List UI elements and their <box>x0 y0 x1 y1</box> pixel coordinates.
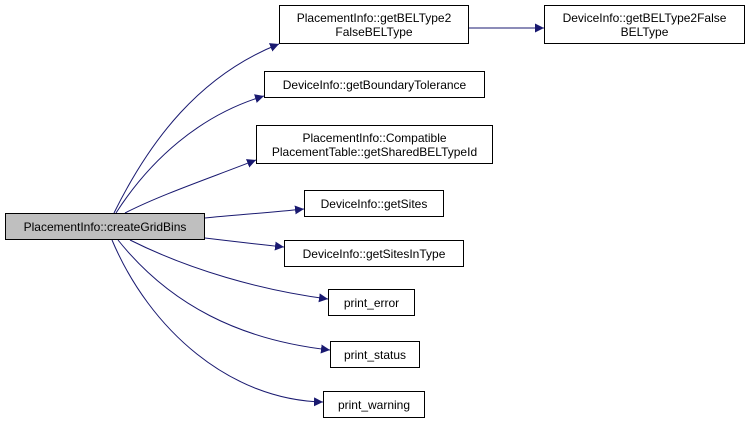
edge-root-to-n8 <box>117 239 331 354</box>
node-get-bel-type2-false-bel-type[interactable]: PlacementInfo::getBELType2 FalseBELType <box>279 5 469 44</box>
node-label: DeviceInfo::getSites <box>320 196 428 211</box>
node-get-shared-bel-type-id[interactable]: PlacementInfo::Compatible PlacementTable… <box>256 125 493 164</box>
node-label: print_warning <box>337 397 411 412</box>
node-label: print_error <box>343 295 400 310</box>
edge-root-to-n1 <box>113 43 280 214</box>
edge-root-to-n6 <box>204 237 285 251</box>
node-label-line: PlacementTable::getSharedBELTypeId <box>271 144 478 159</box>
node-label: print_status <box>343 347 407 362</box>
node-create-grid-bins[interactable]: PlacementInfo::createGridBins <box>5 213 205 240</box>
node-get-boundary-tolerance[interactable]: DeviceInfo::getBoundaryTolerance <box>264 71 485 98</box>
node-label-line: PlacementInfo::getBELType2 <box>296 10 452 25</box>
edge-root-to-n3 <box>115 94 265 214</box>
node-print-error[interactable]: print_error <box>328 289 415 316</box>
edge-root-to-n7 <box>129 239 329 303</box>
edge-root-to-n4 <box>124 159 257 214</box>
edge-root-to-n9 <box>111 239 324 407</box>
node-label-line: FalseBELType <box>335 24 413 39</box>
node-label-line: DeviceInfo::getBELType2False <box>562 10 727 25</box>
node-get-sites[interactable]: DeviceInfo::getSites <box>304 190 444 217</box>
node-label-line: PlacementInfo::Compatible <box>302 130 447 145</box>
edge-root-to-n5 <box>204 205 305 219</box>
node-print-status[interactable]: print_status <box>330 341 420 368</box>
node-print-warning[interactable]: print_warning <box>323 391 425 418</box>
node-label: PlacementInfo::createGridBins <box>23 219 187 234</box>
node-label-line: BELType <box>620 24 669 39</box>
node-label: DeviceInfo::getBoundaryTolerance <box>282 77 467 92</box>
node-device-get-bel-type2-false-bel-type[interactable]: DeviceInfo::getBELType2False BELType <box>544 5 745 44</box>
node-label: DeviceInfo::getSitesInType <box>302 246 446 261</box>
node-get-sites-in-type[interactable]: DeviceInfo::getSitesInType <box>284 240 464 267</box>
